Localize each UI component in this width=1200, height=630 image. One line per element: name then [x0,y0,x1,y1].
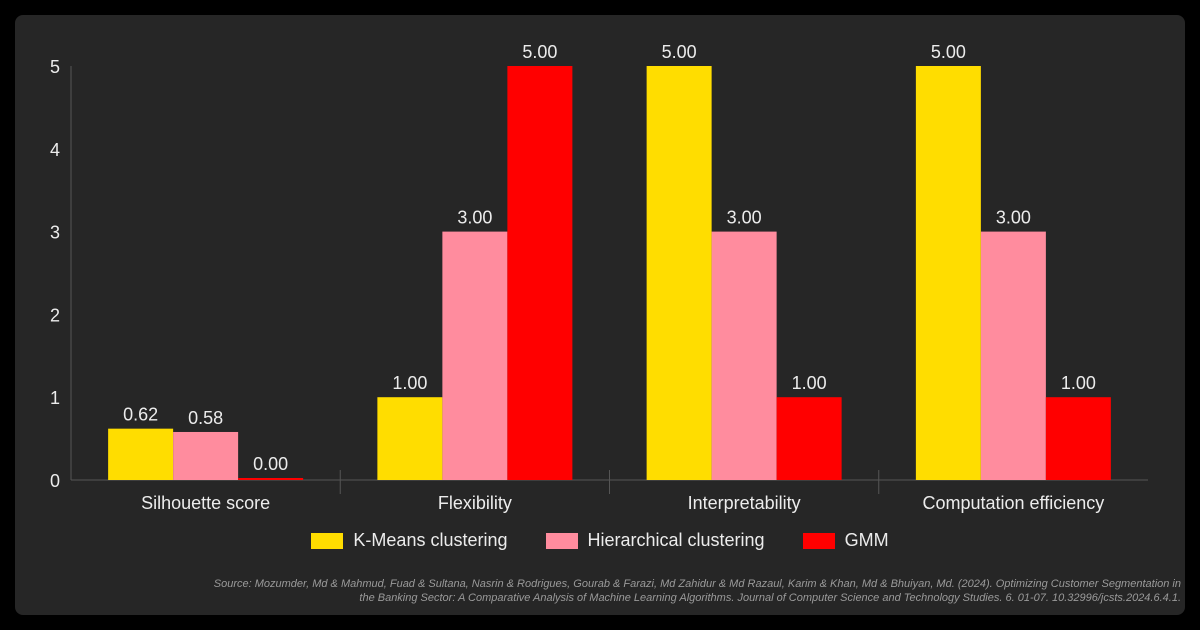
bar [377,397,443,480]
y-tick-label: 5 [50,57,60,77]
data-label: 3.00 [727,208,762,228]
y-tick-label: 1 [50,388,60,408]
legend-swatch-kmeans [311,532,344,549]
legend-label-hierarchical: Hierarchical clustering [587,530,765,550]
legend-label-gmm: GMM [844,530,889,550]
data-label: 1.00 [392,373,427,393]
bar [915,66,981,480]
bar [646,66,712,480]
data-label: 3.00 [996,208,1031,228]
legend-swatch-hierarchical [545,532,578,549]
x-tick-label: Silhouette score [141,493,270,513]
data-label: 1.00 [792,373,827,393]
data-label: 1.00 [1061,373,1096,393]
data-label: 3.00 [457,208,492,228]
bar [108,428,174,480]
legend-item-gmm: GMM [802,530,889,551]
data-label: 5.00 [931,42,966,62]
data-label: 0.62 [123,405,158,425]
bar [1045,397,1111,480]
y-tick-label: 4 [50,140,60,160]
legend-item-kmeans: K-Means clustering [311,530,508,551]
data-label: 0.58 [188,408,223,428]
bar [980,231,1046,480]
legend-label-kmeans: K-Means clustering [353,530,508,550]
legend-item-hierarchical: Hierarchical clustering [545,530,765,551]
data-label: 0.00 [253,454,288,474]
bar [776,397,842,480]
data-label: 5.00 [522,42,557,62]
y-tick-label: 2 [50,305,60,325]
x-tick-label: Interpretability [688,493,801,513]
y-tick-label: 3 [50,223,60,243]
legend-swatch-gmm [802,532,835,549]
x-tick-label: Computation efficiency [922,493,1104,513]
bar [507,66,573,480]
bar [173,431,239,480]
legend: K-Means clustering Hierarchical clusteri… [0,530,1200,551]
y-tick-label: 0 [50,471,60,491]
bar [711,231,777,480]
data-label: 5.00 [662,42,697,62]
bar [238,478,304,480]
bar [442,231,508,480]
x-tick-label: Flexibility [438,493,512,513]
source-note: Source: Mozumder, Md & Mahmud, Fuad & Su… [213,578,1181,604]
